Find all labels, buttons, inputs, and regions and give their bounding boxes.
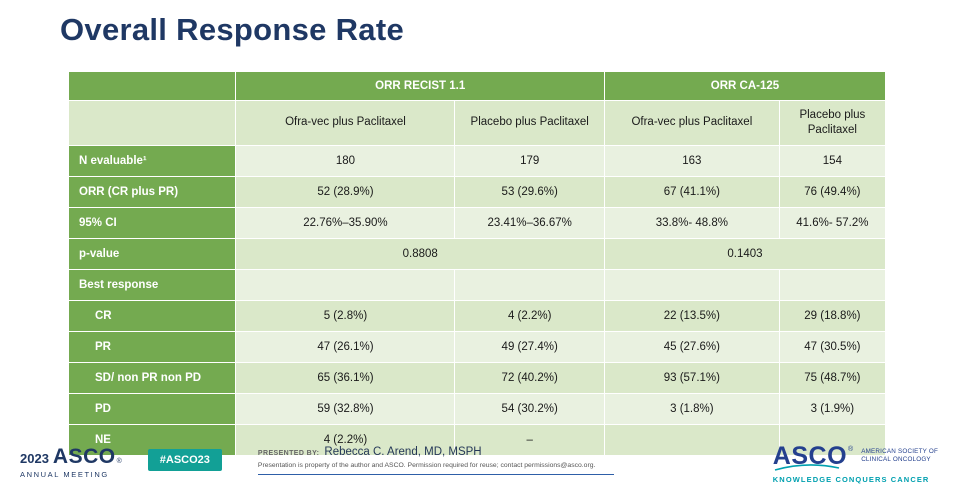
data-cell: 5 (2.8%) [235, 299, 456, 332]
data-cell: 93 (57.1%) [603, 361, 780, 394]
data-cell: 49 (27.4%) [454, 330, 605, 363]
data-cell: 179 [454, 144, 605, 177]
row-label: CR [67, 299, 237, 332]
table-row-best-response: Best response [67, 268, 887, 301]
asco-annual-meeting-logo: 2023 ASCO ® ANNUAL MEETING [20, 445, 122, 479]
data-cell-merged: 0.1403 [603, 237, 887, 270]
data-cell: 65 (36.1%) [235, 361, 456, 394]
presenter-block: PRESENTED BY: Rebecca C. Arend, MD, MSPH… [257, 446, 614, 475]
data-cell: 54 (30.2%) [454, 392, 605, 425]
column-header: Placebo plus Paclitaxel [454, 100, 605, 146]
table-row-pr: PR 47 (26.1%) 49 (27.4%) 45 (27.6%) 47 (… [67, 330, 887, 363]
data-cell: 72 (40.2%) [454, 361, 605, 394]
table-row-orr: ORR (CR plus PR) 52 (28.9%) 53 (29.6%) 6… [67, 175, 887, 208]
asco-tagline: KNOWLEDGE CONQUERS CANCER [772, 475, 930, 484]
table-row-pd: PD 59 (32.8%) 54 (30.2%) 3 (1.8%) 3 (1.9… [67, 392, 887, 425]
presenter-line: PRESENTED BY: Rebecca C. Arend, MD, MSPH [258, 446, 614, 458]
asco-society-line2: CLINICAL ONCOLOGY [861, 456, 931, 464]
table-row-ne: NE 4 (2.2%) – [67, 423, 887, 456]
slide-footer: 2023 ASCO ® ANNUAL MEETING #ASCO23 PRESE… [20, 442, 938, 485]
data-cell [778, 423, 887, 456]
subheader-corner-cell [67, 100, 237, 146]
table-row-95ci: 95% CI 22.76%–35.90% 23.41%–36.67% 33.8%… [67, 206, 887, 239]
group-header-orr-ca125: ORR CA-125 [603, 71, 887, 101]
data-cell: 22 (13.5%) [603, 299, 780, 332]
row-label: 95% CI [67, 206, 237, 239]
data-cell: 53 (29.6%) [454, 175, 605, 208]
column-header: Placebo plus Paclitaxel [778, 100, 887, 146]
data-cell: 23.41%–36.67% [454, 206, 605, 239]
row-label: p-value [67, 237, 237, 270]
hashtag-badge: #ASCO23 [147, 449, 222, 471]
presented-by-label: PRESENTED BY: [257, 450, 320, 457]
table-row-n-evaluable: N evaluable¹ 180 179 163 154 [67, 144, 887, 177]
row-label: Best response [67, 268, 237, 301]
registered-mark: ® [848, 446, 854, 453]
orr-table-container: ORR RECIST 1.1 ORR CA-125 Ofra-vec plus … [67, 71, 887, 456]
data-cell [778, 268, 887, 301]
column-header: Ofra-vec plus Paclitaxel [603, 100, 780, 146]
row-label: SD/ non PR non PD [67, 361, 237, 394]
data-cell: 52 (28.9%) [235, 175, 456, 208]
asco-logo-row: ASCO ® AMERICAN SOCIETY OF CLINICAL ONCO… [773, 444, 938, 471]
presenter-name: Rebecca C. Arend, MD, MSPH [324, 446, 482, 458]
row-label: PD [67, 392, 237, 425]
asco-swoosh-icon [774, 464, 839, 471]
meeting-brand: ASCO [52, 445, 116, 468]
meeting-logo-top: 2023 ASCO ® [20, 445, 122, 469]
data-cell: 76 (49.4%) [778, 175, 887, 208]
page-title: Overall Response Rate [60, 12, 404, 47]
row-label: ORR (CR plus PR) [67, 175, 237, 208]
data-cell: 163 [603, 144, 780, 177]
data-cell: 180 [235, 144, 456, 177]
asco-logo: ASCO ® AMERICAN SOCIETY OF CLINICAL ONCO… [772, 444, 938, 485]
data-cell [603, 423, 780, 456]
data-cell: 29 (18.8%) [778, 299, 887, 332]
meeting-year: 2023 [20, 451, 49, 466]
data-cell: 3 (1.9%) [778, 392, 887, 425]
data-cell: 22.76%–35.90% [235, 206, 456, 239]
data-cell: – [454, 423, 605, 456]
asco-wordmark: ASCO [773, 444, 847, 471]
data-cell [235, 268, 456, 301]
data-cell: 75 (48.7%) [778, 361, 887, 394]
data-cell: 59 (32.8%) [235, 392, 456, 425]
data-cell: 41.6%- 57.2% [778, 206, 887, 239]
data-cell: 47 (26.1%) [235, 330, 456, 363]
data-cell: 47 (30.5%) [778, 330, 887, 363]
corner-cell [67, 71, 237, 101]
row-label: N evaluable¹ [67, 144, 237, 177]
table-row-sd: SD/ non PR non PD 65 (36.1%) 72 (40.2%) … [67, 361, 887, 394]
group-header-orr-recist: ORR RECIST 1.1 [235, 71, 605, 101]
data-cell: 154 [778, 144, 887, 177]
data-cell: 4 (2.2%) [454, 299, 605, 332]
asco-society-name: AMERICAN SOCIETY OF CLINICAL ONCOLOGY [861, 448, 938, 464]
data-cell [603, 268, 780, 301]
table-column-header-row: Ofra-vec plus Paclitaxel Placebo plus Pa… [67, 100, 887, 146]
asco-society-line1: AMERICAN SOCIETY OF [861, 448, 938, 455]
data-cell: 33.8%- 48.8% [603, 206, 780, 239]
data-cell [454, 268, 605, 301]
table-group-header-row: ORR RECIST 1.1 ORR CA-125 [67, 71, 887, 101]
data-cell: 45 (27.6%) [603, 330, 780, 363]
overall-response-rate-table: ORR RECIST 1.1 ORR CA-125 Ofra-vec plus … [67, 71, 887, 456]
data-cell-merged: 0.8808 [235, 237, 605, 270]
data-cell: 4 (2.2%) [235, 423, 456, 456]
table-row-cr: CR 5 (2.8%) 4 (2.2%) 22 (13.5%) 29 (18.8… [67, 299, 887, 332]
data-cell: 67 (41.1%) [603, 175, 780, 208]
meeting-subtitle: ANNUAL MEETING [20, 470, 109, 479]
disclaimer-text: Presentation is property of the author a… [257, 462, 596, 469]
data-cell: 3 (1.8%) [603, 392, 780, 425]
column-header: Ofra-vec plus Paclitaxel [235, 100, 456, 146]
row-label: PR [67, 330, 237, 363]
table-row-p-value: p-value 0.8808 0.1403 [67, 237, 887, 270]
registered-mark: ® [116, 458, 122, 465]
